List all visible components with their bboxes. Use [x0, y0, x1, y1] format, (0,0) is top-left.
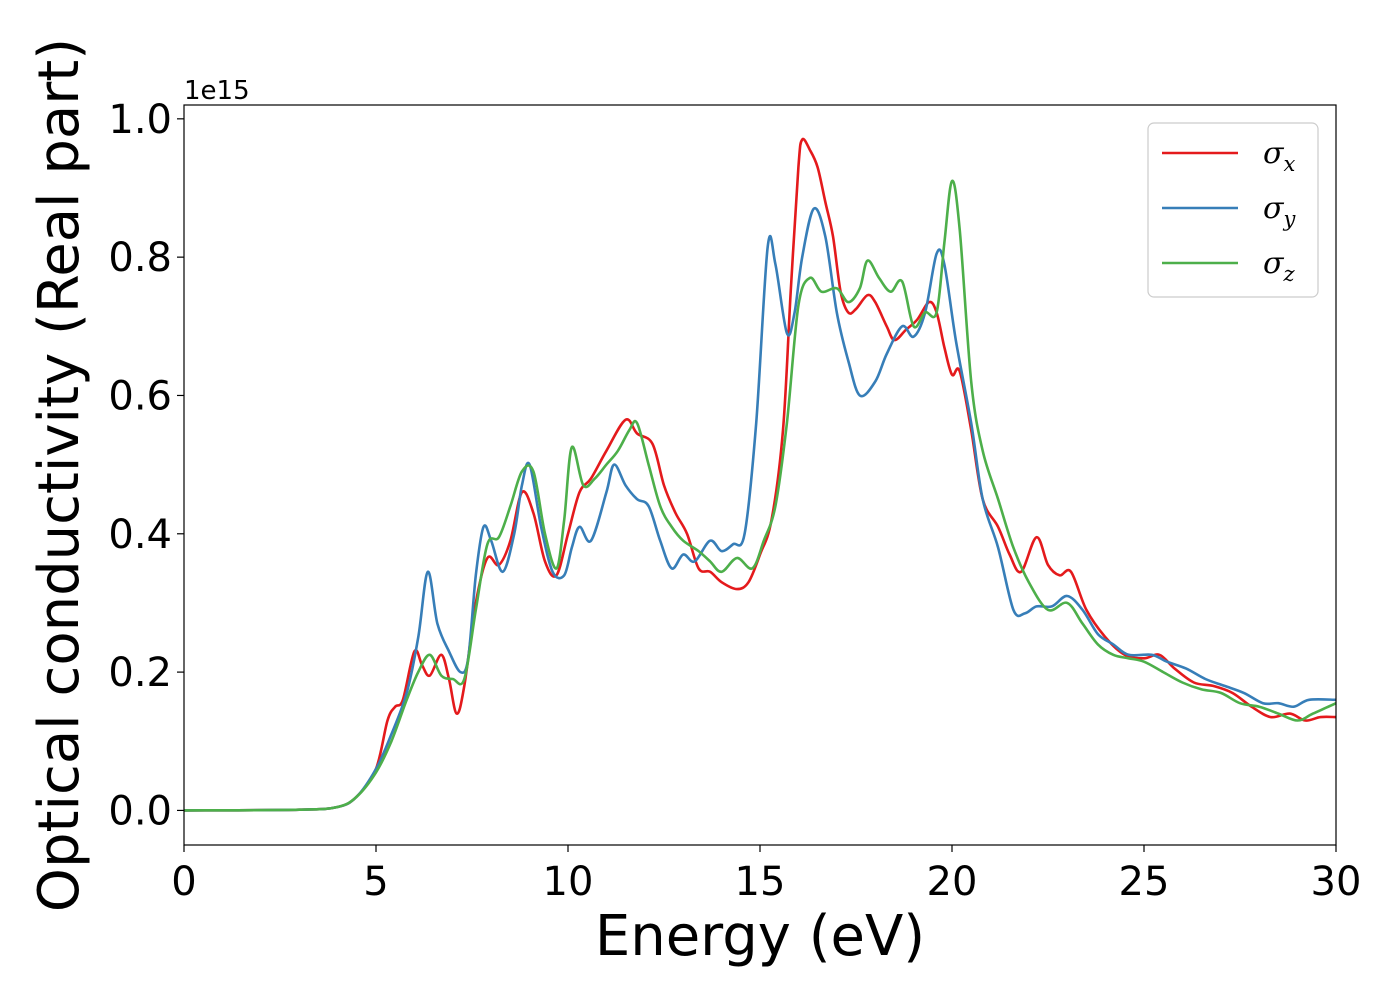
legend-label-sigma-x: σx — [1263, 136, 1295, 176]
x-tick-label: 20 — [927, 859, 978, 905]
x-tick-label: 10 — [543, 859, 594, 905]
y-tick-label: 0.6 — [108, 373, 172, 419]
y-tick-label: 0.4 — [108, 512, 172, 558]
x-tick-label: 5 — [363, 859, 388, 905]
axis-ticks: 0 5 10 15 20 25 30 0.0 0.2 0.4 0.6 0.8 1.0 — [108, 97, 1361, 905]
x-tick-label: 0 — [171, 859, 196, 905]
series-line-sigma-y — [184, 206, 1336, 812]
y-axis-offset-label: 1e15 — [184, 76, 250, 106]
x-tick-label: 15 — [735, 859, 786, 905]
x-tick-label: 25 — [1119, 859, 1170, 905]
x-axis-label: Energy (eV) — [595, 904, 925, 969]
series-line-sigma-x — [184, 137, 1336, 812]
y-tick-label: 1.0 — [108, 97, 172, 143]
y-tick-label: 0.2 — [108, 650, 172, 696]
legend-frame — [1147, 122, 1319, 298]
y-axis-label: Optical conductivity (Real part) — [27, 38, 92, 912]
legend-label-sigma-z: σz — [1263, 246, 1295, 286]
y-tick-label: 0.8 — [108, 235, 172, 281]
series-line-sigma-z — [184, 179, 1336, 812]
legend-label-sigma-y: σy — [1263, 191, 1296, 231]
x-tick-label: 30 — [1311, 859, 1362, 905]
series-layer — [184, 137, 1336, 812]
legend: σx σy σz — [1147, 122, 1319, 298]
y-tick-label: 0.0 — [108, 788, 172, 834]
